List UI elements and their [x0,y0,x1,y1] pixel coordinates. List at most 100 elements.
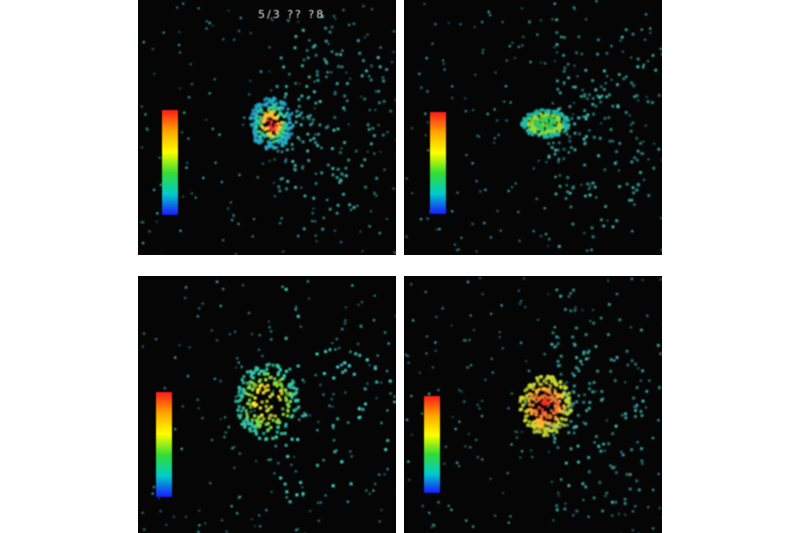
speckle [204,522,207,525]
core-point [529,392,533,396]
speckle [314,133,317,136]
speckle [372,489,375,492]
core-point [252,122,256,126]
speckle [606,279,610,282]
scatter-point [336,417,340,421]
scatter-point [300,64,304,68]
scatter-point [621,453,625,457]
core-point [267,145,272,149]
speckle [628,114,632,117]
speckle [303,411,306,415]
core-point [237,413,241,418]
speckle [234,366,238,369]
speckle [140,146,144,149]
scatter-point [394,400,396,404]
speckle [582,421,585,424]
scatter-point [377,101,381,105]
core-point [257,379,261,383]
speckle [425,56,428,60]
core-point [557,128,561,132]
scatter-point [586,182,590,186]
scatter-point [338,180,342,184]
speckle [555,51,559,54]
core-point [252,131,256,135]
core-point [536,430,540,434]
speckle [319,501,323,504]
core-point [274,435,278,439]
speckle [644,124,647,127]
scatter-point [297,97,301,101]
core-point [269,375,273,379]
speckle [583,95,586,98]
speckle [553,2,556,5]
speckle [142,221,145,224]
speckle [518,239,521,243]
speckle [387,342,390,345]
core-point [549,377,553,381]
core-point [546,433,550,437]
core-point [559,410,563,414]
core-point [543,402,547,406]
core-point [544,426,548,430]
speckle [349,77,352,80]
scatter-point [632,191,636,195]
speckle [460,390,463,393]
speckle [434,341,437,344]
scatter-point [639,409,643,413]
speckle [646,314,649,317]
scatter-point [275,145,279,149]
core-point [550,117,554,121]
speckle [186,374,190,378]
core-point [558,126,562,130]
core-point [258,102,262,106]
speckle [641,66,645,69]
scatter-point [345,82,349,85]
scatter-point [645,389,649,393]
scatter-point [598,136,602,140]
speckle [524,402,527,405]
core-point [541,424,545,428]
speckle [572,101,576,105]
speckle [202,176,205,180]
core-point [280,120,284,125]
speckle [474,73,477,77]
core-point [290,382,294,386]
core-point [530,408,534,413]
scatter-point [324,26,328,30]
scatter-point [372,134,376,138]
speckle [386,409,389,412]
speckle [306,280,310,283]
speckle [516,430,519,434]
speckle [583,231,586,235]
core-point [565,412,569,416]
speckle [294,308,297,311]
scatter-point [630,81,634,85]
core-point [555,417,560,421]
core-point [273,104,277,108]
speckle [633,405,636,408]
core-point [527,399,531,403]
scatter-point [572,384,576,388]
speckle [532,229,535,233]
speckle [505,59,508,62]
speckle [140,105,144,108]
scatter-point [294,120,298,124]
speckle [633,203,636,206]
core-point [274,381,278,385]
scatter-point [635,158,639,162]
speckle [142,40,145,44]
speckle [491,371,495,374]
core-point [275,420,279,424]
speckle [312,207,315,210]
core-point [287,128,291,132]
scatter-point [363,97,367,101]
speckle [297,20,300,23]
core-point [549,121,554,125]
scatter-point [637,488,641,492]
core-point [283,127,288,131]
speckle [270,89,273,92]
core-point [541,108,545,112]
scatter-point [635,386,639,390]
speckle [334,348,337,351]
core-point [543,131,547,135]
